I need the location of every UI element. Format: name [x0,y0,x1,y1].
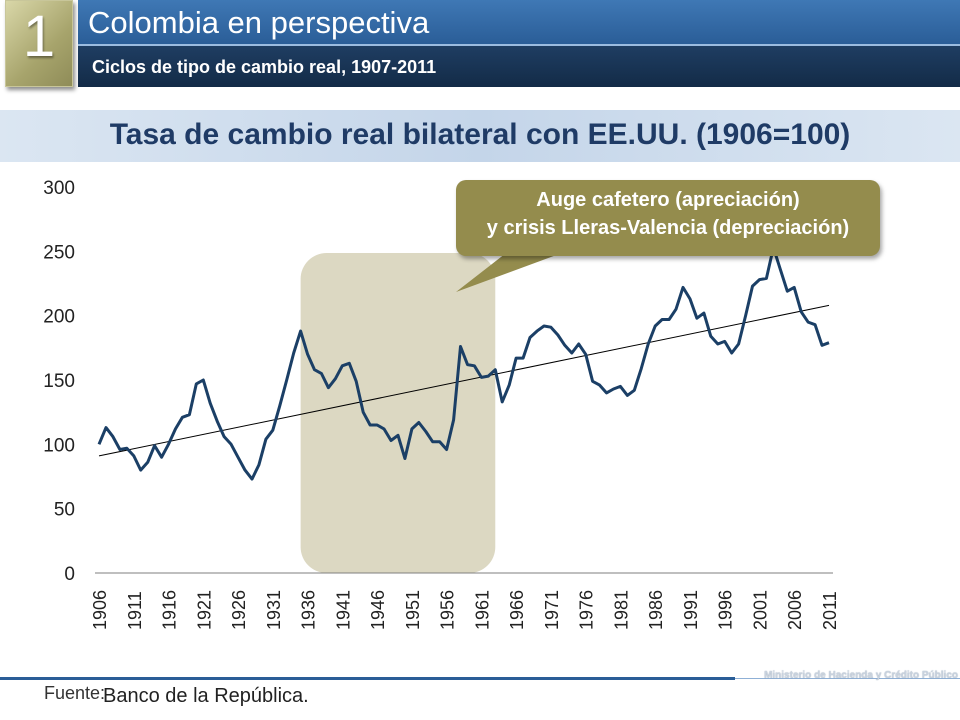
y-tick-label: 100 [43,435,75,456]
x-tick-label: 1956 [438,590,458,630]
x-tick-label: 1911 [125,591,145,630]
x-tick-label: 1951 [403,590,423,630]
header-divider [78,44,960,46]
x-tick-label: 1931 [264,590,284,630]
x-tick-label: 1996 [716,590,736,630]
y-tick-label: 150 [43,371,75,392]
x-tick-label: 1941 [333,590,353,630]
y-axis-ticks: 0 50 100 150 200 250 300 [43,178,75,585]
y-tick-label: 200 [43,307,75,328]
y-tick-label: 0 [64,564,75,585]
section-badge: 1 [5,0,73,87]
x-tick-label: 1906 [90,590,110,630]
page-title: Colombia en perspectiva [88,5,430,40]
y-tick-label: 300 [43,178,75,199]
x-axis-ticks: 1906 1911 1916 1921 1926 1931 1936 1941 1946 1951… [90,590,840,630]
x-tick-label: 1926 [229,590,249,630]
y-tick-label: 50 [54,500,75,521]
x-tick-label: 2006 [785,590,805,630]
chart-title: Tasa de cambio real bilateral con EE.UU.… [109,118,851,151]
section-number: 1 [22,4,56,69]
x-tick-label: 2011 [820,591,840,630]
header-bottom-band [78,45,960,87]
source-label: Fuente: [44,683,106,703]
footer-line [0,677,735,680]
x-tick-label: 1936 [299,590,319,630]
x-tick-label: 1921 [194,590,214,630]
series-line [97,246,830,481]
page-subtitle: Ciclos de tipo de cambio real, 1907-2011 [92,57,437,77]
chart-title-band [0,110,960,162]
y-tick-label: 250 [43,242,75,263]
header-top-band [78,0,960,45]
x-tick-label: 1991 [681,590,701,630]
annotation-callout: Auge cafetero (apreciación) y crisis Lle… [456,180,880,256]
x-tick-label: 1971 [542,590,562,630]
header-bar: 1 Colombia en perspectiva Ciclos de tipo… [0,0,960,88]
callout-line-1: Auge cafetero (apreciación) [536,189,800,211]
x-tick-label: 1966 [507,590,527,630]
x-tick-label: 1981 [611,590,631,630]
source-text: Banco de la República. [103,685,309,707]
footer-line-thin [735,678,960,679]
ministry-logo-text: Ministerio de Hacienda y Crédito Público [764,670,958,681]
x-tick-label: 1916 [160,590,180,630]
callout-pointer [456,250,570,292]
x-tick-label: 1976 [577,590,597,630]
highlight-region [300,253,496,573]
x-tick-label: 2001 [750,590,770,630]
callout-line-2: y crisis Lleras-Valencia (depreciación) [486,217,850,239]
x-tick-label: 1946 [368,590,388,630]
x-tick-label: 1961 [472,590,492,630]
x-tick-label: 1986 [646,590,666,630]
